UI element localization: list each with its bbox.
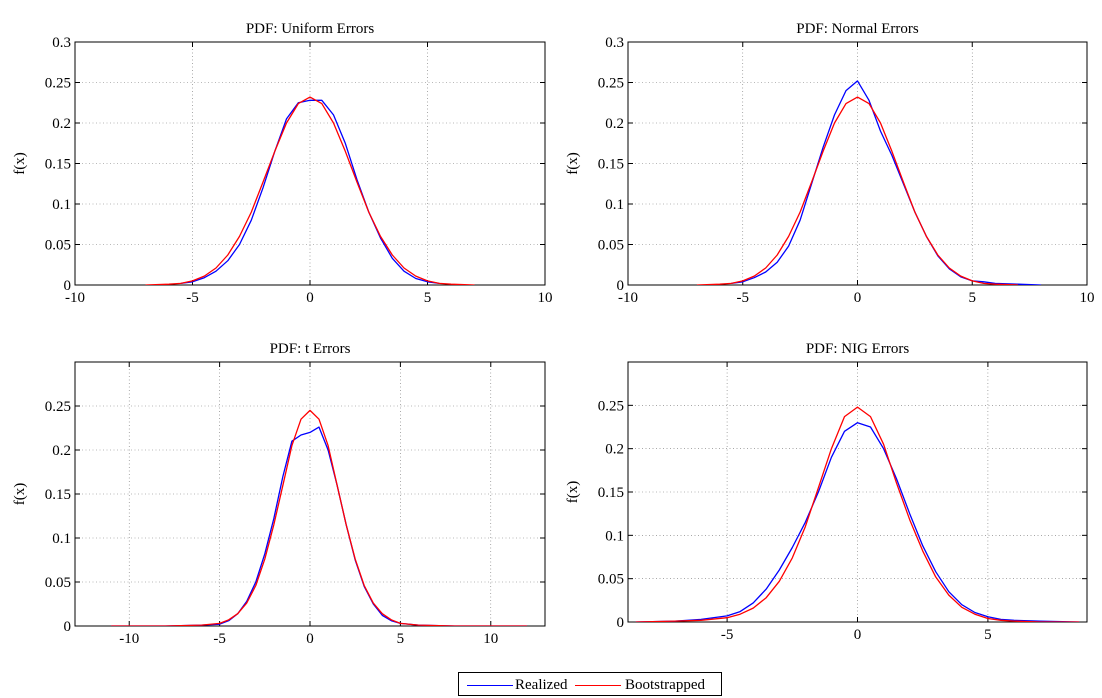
legend-label-realized: Realized <box>515 677 568 693</box>
subplot-3: -10 -5 0 5 10 0 0.05 0.1 0.15 0.2 0.25 PDF: t Error… <box>12 341 546 647</box>
x-tick-label: -10 <box>618 290 638 306</box>
x-tick-label: 10 <box>483 631 498 647</box>
y-tick-label: 0 <box>617 615 625 631</box>
series-line-bootstrapped <box>635 406 1080 622</box>
x-tick-label: 0 <box>854 627 862 643</box>
x-tick-label: 5 <box>397 631 405 647</box>
y-tick-label: 0.3 <box>605 35 624 51</box>
y-axis-label: f(x) <box>565 481 581 504</box>
x-tick-label: 0 <box>306 631 314 647</box>
series-line-bootstrapped <box>696 96 1019 285</box>
legend-swatch-bootstrapped <box>575 685 621 686</box>
chart-title: PDF: NIG Errors <box>806 341 909 357</box>
chart-title: PDF: t Errors <box>270 341 351 357</box>
x-tick-label: -10 <box>65 290 85 306</box>
y-tick-label: 0.05 <box>45 238 71 254</box>
y-tick-label: 0.25 <box>45 76 71 92</box>
series-line-realized <box>635 422 1080 622</box>
y-tick-label: 0.15 <box>45 487 71 503</box>
series-line-realized <box>180 99 440 285</box>
legend: Realized Bootstrapped <box>458 672 722 696</box>
y-tick-label: 0.05 <box>598 572 624 588</box>
x-tick-label: 10 <box>538 290 553 306</box>
y-tick-label: 0.1 <box>52 197 71 213</box>
y-tick-label: 0 <box>64 278 72 294</box>
subplot-4: -5 0 5 0 0.05 0.1 0.15 0.2 0.25 PDF: NIG Errors f(… <box>565 341 1088 643</box>
x-tick-label: 0 <box>306 290 314 306</box>
x-tick-label: -5 <box>721 627 734 643</box>
y-tick-label: 0.1 <box>52 531 71 547</box>
y-tick-label: 0.25 <box>598 76 624 92</box>
legend-swatch-realized <box>467 685 513 686</box>
y-tick-label: 0.2 <box>605 442 624 458</box>
y-tick-label: 0.2 <box>52 116 71 132</box>
x-tick-label: 10 <box>1080 290 1095 306</box>
series-line-bootstrapped <box>145 96 475 285</box>
y-tick-label: 0 <box>64 619 72 635</box>
y-tick-label: 0.25 <box>45 399 71 415</box>
y-tick-label: 0.15 <box>598 485 624 501</box>
y-tick-label: 0.3 <box>52 35 71 51</box>
x-tick-label: 5 <box>984 627 992 643</box>
y-axis-label: f(x) <box>12 152 28 175</box>
x-tick-label: 0 <box>854 290 862 306</box>
y-tick-label: 0.1 <box>605 197 624 213</box>
x-tick-label: -10 <box>119 631 139 647</box>
x-tick-label: 5 <box>969 290 977 306</box>
subplot-1: -10 -5 0 5 10 0 0.05 0.1 0.15 0.2 0.25 0.3 PDF: Unif… <box>12 21 553 306</box>
x-tick-label: -5 <box>737 290 750 306</box>
y-axis-label: f(x) <box>12 483 28 506</box>
y-tick-label: 0.05 <box>598 238 624 254</box>
chart-title: PDF: Normal Errors <box>796 21 919 37</box>
y-tick-label: 0.05 <box>45 575 71 591</box>
y-tick-label: 0.15 <box>598 157 624 173</box>
x-tick-label: -5 <box>186 290 199 306</box>
legend-label-bootstrapped: Bootstrapped <box>625 677 705 693</box>
subplot-2: -10 -5 0 5 10 0 0.05 0.1 0.15 0.2 0.25 0.3 PDF: Norm… <box>565 21 1095 306</box>
x-tick-label: -5 <box>213 631 226 647</box>
series-line-bootstrapped <box>111 409 527 626</box>
y-tick-label: 0.15 <box>45 157 71 173</box>
y-tick-label: 0.2 <box>605 116 624 132</box>
y-tick-label: 0 <box>617 278 625 294</box>
chart-title: PDF: Uniform Errors <box>246 21 374 37</box>
y-tick-label: 0.1 <box>605 528 624 544</box>
y-axis-label: f(x) <box>565 152 581 175</box>
y-tick-label: 0.2 <box>52 443 71 459</box>
y-tick-label: 0.25 <box>598 398 624 414</box>
x-tick-label: 5 <box>424 290 432 306</box>
